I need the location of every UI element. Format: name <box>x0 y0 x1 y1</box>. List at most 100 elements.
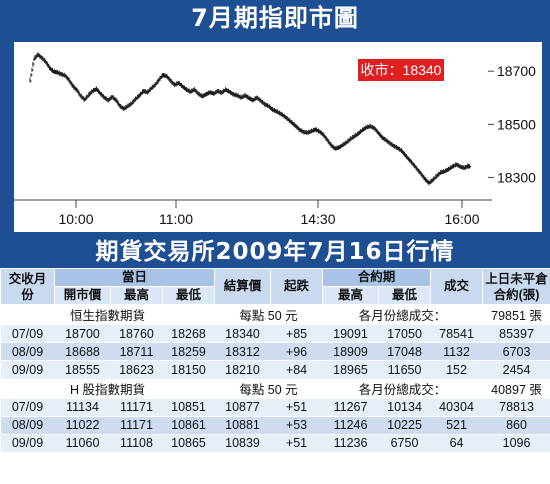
section-total-label: 各月份總成交： <box>322 304 483 325</box>
table-cell: 18700 <box>54 324 111 343</box>
chart-title: 7月期指即市圖 <box>0 0 550 36</box>
table-row: 07/09 11134 11171 10851 10877 +51 11267 10134 40… <box>0 397 550 416</box>
table-row: 09/09 11060 11108 10865 10839 +51 11236 6750 64 1… <box>0 433 550 452</box>
section-header-row: H 股指數期貨 每點 50 元各月份總成交： 40897 張 <box>0 378 550 398</box>
table-cell: 18965 <box>322 360 379 379</box>
header-contract-high: 最高 <box>322 286 380 305</box>
table-cell: 40304 <box>430 397 483 416</box>
section-header-row: 恒生指數期貨 每點 50 元各月份總成交： 79851 張 <box>0 304 550 325</box>
table-cell: 09/09 <box>0 360 55 379</box>
x-axis-panel <box>14 202 542 232</box>
header-low: 最低 <box>161 286 216 305</box>
table-row: 08/09 11022 11171 10861 10881 +53 11246 10225 52… <box>0 415 550 434</box>
section-total-value: 40897 張 <box>482 378 550 398</box>
table-cell: 11171 <box>110 397 163 416</box>
table-row: 07/09 18700 18760 18268 18340 +85 19091 17050 78… <box>0 324 550 343</box>
header-contract-group: 合約期 <box>322 268 432 287</box>
table-cell: 18555 <box>54 360 111 379</box>
table-cell: 152 <box>430 360 483 379</box>
table-cell: 07/09 <box>0 324 55 343</box>
table-row: 09/09 18555 18623 18150 18210 +84 18965 11650 15… <box>0 360 550 379</box>
futures-table: 交收月份 當日 結算價 起跌 合約期 成交 上日未平倉合約(張) 開市價 最高 … <box>0 268 550 452</box>
section-point-value: 每點 50 元 <box>214 304 323 325</box>
table-cell: 08/09 <box>0 415 55 434</box>
table-cell: 11022 <box>54 415 111 434</box>
table-cell: 10881 <box>214 415 271 434</box>
x-tick-label: 14:30 <box>300 211 335 227</box>
table-cell: 17050 <box>378 324 431 343</box>
table-cell: 18760 <box>110 324 163 343</box>
close-annotation-text: 收市：18340 <box>361 62 442 78</box>
table-cell: 860 <box>482 415 550 434</box>
header-change: 起跌 <box>270 268 324 305</box>
table-cell: 85397 <box>482 324 550 343</box>
table-cell: 10851 <box>162 397 215 416</box>
table-cell: 18268 <box>162 324 215 343</box>
table-cell: 11171 <box>110 415 163 434</box>
table-cell: 2454 <box>482 360 550 379</box>
table-cell: 11246 <box>322 415 379 434</box>
x-axis-ticks: 10:00 11:00 14:30 16:00 <box>58 200 480 227</box>
y-tick-label: 18300 <box>497 169 536 185</box>
table-cell: 1132 <box>430 342 483 361</box>
x-tick-label: 11:00 <box>159 211 193 227</box>
table-cell: +51 <box>270 397 323 416</box>
intraday-chart: 10:00 11:00 14:30 16:00 18700 18500 18300 收市：… <box>14 42 542 232</box>
table-body: 恒生指數期貨 每點 50 元各月份總成交： 79851 張 07/09 18700 187… <box>0 304 550 452</box>
header-open: 開市價 <box>54 286 111 305</box>
header-month: 交收月份 <box>0 268 55 305</box>
y-axis-panel <box>492 42 542 202</box>
table-row: 08/09 18688 18711 18259 18312 +96 18909 17048 11… <box>0 342 550 361</box>
table-cell: 18623 <box>110 360 163 379</box>
x-tick-label: 10:00 <box>58 211 93 227</box>
y-tick-label: 18500 <box>497 116 536 132</box>
table-cell: 10839 <box>214 433 271 452</box>
y-tick-label: 18700 <box>497 63 536 79</box>
table-cell: 6703 <box>482 342 550 361</box>
header-settle: 結算價 <box>214 268 272 305</box>
table-cell: 08/09 <box>0 342 55 361</box>
table-cell: 09/09 <box>0 433 55 452</box>
table-title: 期貨交易所2009年7月16日行情 <box>0 236 550 268</box>
header-open-interest: 上日未平倉合約(張) <box>482 268 550 305</box>
table-cell: 18259 <box>162 342 215 361</box>
table-cell: +53 <box>270 415 323 434</box>
table-cell: 10134 <box>378 397 431 416</box>
table-cell: 1096 <box>482 433 550 452</box>
header-volume: 成交 <box>430 268 484 305</box>
table-cell: 10861 <box>162 415 215 434</box>
section-name: H 股指數期貨 <box>0 378 215 398</box>
table-cell: 11267 <box>322 397 379 416</box>
table-cell: 10877 <box>214 397 271 416</box>
section-name: 恒生指數期貨 <box>0 304 215 325</box>
table-cell: 11060 <box>54 433 111 452</box>
close-annotation: 收市：18340 <box>358 59 444 81</box>
table-cell: +96 <box>270 342 323 361</box>
table-cell: 18340 <box>214 324 271 343</box>
table-cell: 17048 <box>378 342 431 361</box>
table-cell: +51 <box>270 433 323 452</box>
header-high: 最高 <box>110 286 163 305</box>
y-axis-ticks: 18700 18500 18300 <box>488 63 536 185</box>
table-cell: 18150 <box>162 360 215 379</box>
table-cell: 11134 <box>54 397 111 416</box>
table-cell: +85 <box>270 324 323 343</box>
table-cell: 78541 <box>430 324 483 343</box>
table-cell: 521 <box>430 415 483 434</box>
table-cell: 18711 <box>110 342 163 361</box>
price-series <box>29 52 472 186</box>
table-cell: 10865 <box>162 433 215 452</box>
section-total-label: 各月份總成交： <box>322 378 483 398</box>
x-tick-label: 16:00 <box>444 211 479 227</box>
table-cell: 10225 <box>378 415 431 434</box>
table-cell: 11236 <box>322 433 379 452</box>
header-day-group: 當日 <box>53 268 216 287</box>
table-cell: 18312 <box>214 342 271 361</box>
table-cell: 18210 <box>214 360 271 379</box>
table-cell: 11650 <box>378 360 431 379</box>
table-cell: 64 <box>430 433 483 452</box>
table-cell: 78813 <box>482 397 550 416</box>
table-cell: +84 <box>270 360 323 379</box>
table-cell: 07/09 <box>0 397 55 416</box>
table-cell: 19091 <box>322 324 379 343</box>
